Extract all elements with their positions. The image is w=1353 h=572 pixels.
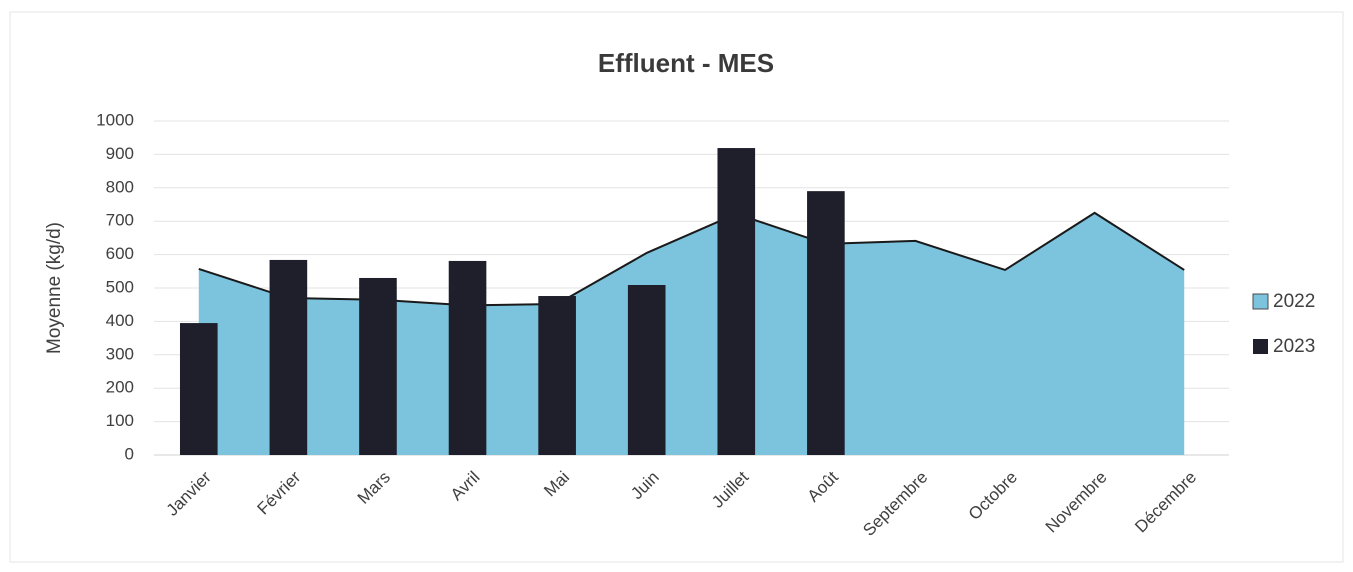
- y-tick-label: 200: [106, 378, 134, 397]
- y-tick-label: 100: [106, 411, 134, 430]
- bar: [179, 323, 218, 455]
- legend-swatch: [1252, 293, 1269, 310]
- y-tick-label: 400: [106, 311, 134, 330]
- legend-swatch: [1253, 339, 1268, 354]
- bar: [269, 259, 308, 455]
- y-tick-label: 600: [106, 244, 134, 263]
- bar: [717, 148, 756, 455]
- y-tick-label: 500: [106, 277, 134, 296]
- area: [198, 212, 1185, 455]
- bar: [359, 277, 397, 455]
- legend-label: 2023: [1273, 336, 1315, 357]
- y-axis-label: Moyenne (kg/d): [44, 222, 65, 354]
- bar: [538, 296, 576, 455]
- y-tick-label: 800: [106, 177, 134, 196]
- y-tick-label: 300: [106, 344, 134, 363]
- y-tick-label: 900: [106, 144, 134, 163]
- y-tick-label: 700: [106, 211, 134, 230]
- y-tick-label: 1000: [96, 110, 134, 129]
- bar: [627, 284, 666, 455]
- bar: [448, 260, 487, 455]
- legend-label: 2022: [1273, 291, 1315, 312]
- chart-title: Effluent - MES: [598, 48, 774, 78]
- y-tick-label: 0: [125, 444, 134, 463]
- bar: [807, 191, 845, 455]
